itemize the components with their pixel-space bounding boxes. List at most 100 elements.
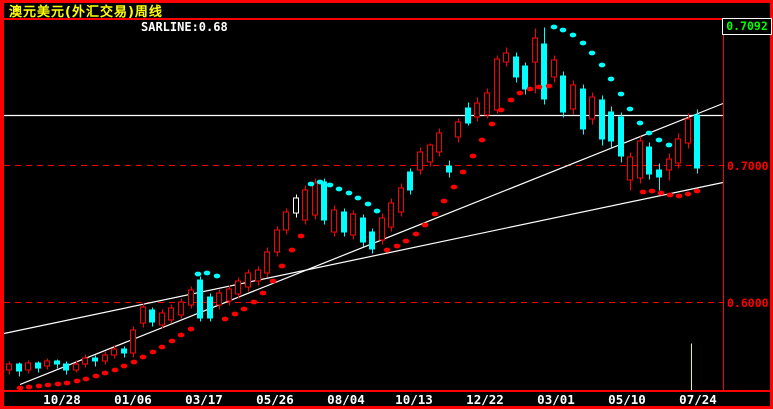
candle-body xyxy=(675,138,681,164)
candle-body xyxy=(255,269,261,282)
sar-dot-down xyxy=(316,179,324,185)
candle-body xyxy=(6,363,12,371)
sar-dot-up xyxy=(297,233,305,239)
window-border-left xyxy=(0,0,4,409)
sar-dot-up xyxy=(158,344,166,350)
sar-dot-up xyxy=(73,378,81,384)
candle-body xyxy=(149,309,155,323)
candle-body xyxy=(618,116,624,157)
candle-body xyxy=(341,211,347,233)
candle-body xyxy=(455,121,461,138)
candle-body xyxy=(417,151,423,171)
sar-dot-down xyxy=(598,62,606,68)
chart-title: 澳元美元(外汇交易)周线 xyxy=(9,5,163,20)
sar-dot-down xyxy=(194,271,202,277)
x-axis-line xyxy=(4,390,770,392)
candle-body xyxy=(264,251,270,274)
candle-body xyxy=(494,58,500,111)
price-gridline-label: 0.6000 xyxy=(727,295,769,310)
sar-dot-up xyxy=(130,359,138,365)
candle-body xyxy=(637,140,643,179)
candle-body xyxy=(312,182,318,216)
sar-dot-up xyxy=(459,169,467,175)
candle-body xyxy=(293,197,299,214)
candle-body xyxy=(388,202,394,228)
candle-body xyxy=(646,146,652,175)
sar-dot-up xyxy=(177,332,185,338)
candle-body xyxy=(360,217,366,243)
sar-dot-up xyxy=(92,373,100,379)
candle-body xyxy=(321,181,327,221)
sar-dot-up xyxy=(545,83,553,89)
sar-dot-up xyxy=(16,385,24,391)
candle-body xyxy=(465,107,471,124)
x-axis-date-label: 12/22 xyxy=(466,392,504,407)
sar-indicator-label: SARLINE:0.68 xyxy=(141,20,228,34)
sar-dot-up xyxy=(402,238,410,244)
candle-body xyxy=(25,362,31,371)
sar-dot-up xyxy=(693,188,701,194)
sar-dot-down xyxy=(345,190,353,196)
sar-dot-up xyxy=(516,90,524,96)
sar-dot-up xyxy=(431,211,439,217)
candle-body xyxy=(102,354,108,362)
x-axis-date-label: 03/01 xyxy=(537,392,575,407)
candle-body xyxy=(474,102,480,118)
sar-dot-up xyxy=(101,370,109,376)
candle-body xyxy=(245,272,251,288)
candle-body xyxy=(331,209,337,233)
sar-dot-up xyxy=(240,306,248,312)
sar-dot-up xyxy=(639,189,647,195)
current-price-box: 0.7092 xyxy=(722,18,772,35)
sar-dot-up xyxy=(111,367,119,373)
candle-body xyxy=(685,118,691,144)
sar-dot-down xyxy=(326,182,334,188)
trendline-support-long xyxy=(3,181,724,335)
candle-body xyxy=(54,360,60,365)
candle-body xyxy=(627,156,633,181)
sar-dot-up xyxy=(440,198,448,204)
candle-body xyxy=(656,169,662,178)
sar-dot-down xyxy=(203,270,211,276)
sar-dot-up xyxy=(149,349,157,355)
candle-body xyxy=(274,229,280,253)
sar-dot-up xyxy=(666,192,674,198)
candle-body xyxy=(398,187,404,213)
candle-body xyxy=(551,59,557,78)
candle-body xyxy=(197,279,203,319)
sar-dot-up xyxy=(250,299,258,305)
sar-dot-down xyxy=(607,76,615,82)
sar-dot-up xyxy=(82,376,90,382)
sar-dot-down xyxy=(617,91,625,97)
candle-body xyxy=(130,329,136,354)
candle-body xyxy=(427,144,433,163)
sar-dot-down xyxy=(655,137,663,143)
candle-body xyxy=(379,217,385,241)
sar-dot-down xyxy=(307,181,315,187)
candle-body xyxy=(608,111,614,142)
price-gridline-label: 0.7000 xyxy=(727,158,769,173)
candle-body xyxy=(159,312,165,326)
sar-dot-down xyxy=(354,195,362,201)
current-price-value: 0.7092 xyxy=(726,19,768,33)
sar-dot-up xyxy=(288,247,296,253)
candle-body xyxy=(216,292,222,306)
sar-dot-down xyxy=(569,32,577,38)
candle-body xyxy=(140,306,146,324)
sar-dot-up xyxy=(168,338,176,344)
sar-dot-down xyxy=(645,130,653,136)
candle-body xyxy=(599,99,605,140)
candle-body xyxy=(92,357,98,362)
candle-body xyxy=(446,165,452,173)
candle-body xyxy=(226,288,232,302)
candle-body xyxy=(666,158,672,171)
window-border-right xyxy=(770,0,773,409)
candle-body xyxy=(522,65,528,90)
candle-body xyxy=(73,363,79,371)
sar-dot-up xyxy=(657,190,665,196)
candle-body xyxy=(168,307,174,321)
sar-dot-up xyxy=(25,384,33,390)
x-axis-date-label: 07/24 xyxy=(679,392,717,407)
